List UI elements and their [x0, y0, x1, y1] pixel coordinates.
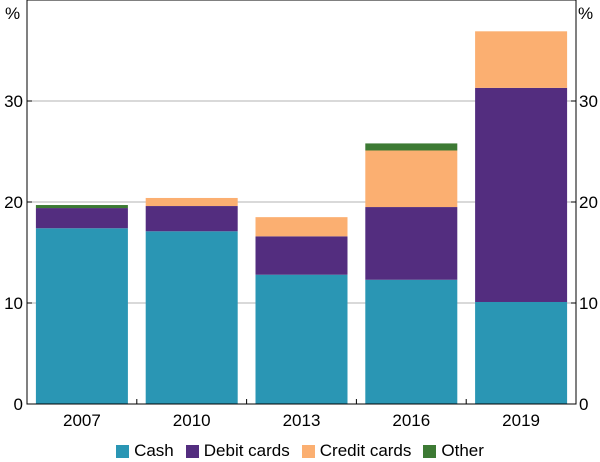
bar-debit-cards-2019 [475, 87, 568, 302]
bar-cash-2010 [145, 231, 238, 404]
y-tick-label-right: 0 [579, 395, 588, 414]
y-unit-right: % [578, 4, 593, 23]
bar-cash-2013 [255, 274, 348, 404]
x-tick-label-2007: 2007 [63, 411, 101, 430]
x-axis: 2007 2010 2013 2016 2019 [63, 399, 540, 430]
bar-credit-cards-2016 [365, 150, 458, 208]
legend-label-other: Other [441, 441, 484, 460]
x-tick-label-2013: 2013 [283, 411, 321, 430]
bar-debit-cards-2007 [35, 208, 128, 229]
x-tick-label-2016: 2016 [392, 411, 430, 430]
y-tick-label-left: 0 [14, 395, 23, 414]
y-tick-label-left: 20 [4, 193, 23, 212]
bars [35, 31, 568, 404]
bar-cash-2016 [365, 279, 458, 404]
legend-swatch-cash [116, 444, 130, 458]
bar-credit-cards-2013 [255, 217, 348, 237]
x-tick-label-2019: 2019 [502, 411, 540, 430]
legend-item-debit-cards: Debit cards [185, 441, 290, 461]
legend-label-credit-cards: Credit cards [319, 441, 412, 460]
bar-other-2007 [35, 205, 128, 209]
legend-item-credit-cards: Credit cards [301, 441, 412, 461]
bar-other-2016 [365, 143, 458, 151]
bar-cash-2007 [35, 228, 128, 404]
bar-credit-cards-2019 [475, 31, 568, 88]
chart: 0 10 20 30 0 10 20 30 2007 2010 2013 2016 2019 % % [4, 0, 598, 430]
y-axis-right: 0 10 20 30 [571, 92, 598, 414]
bar-debit-cards-2016 [365, 207, 458, 280]
y-tick-label-right: 20 [579, 193, 598, 212]
bar-credit-cards-2010 [145, 197, 238, 207]
legend: Cash Debit cards Credit cards Other [0, 441, 600, 461]
legend-item-cash: Cash [116, 441, 174, 461]
legend-swatch-debit-cards [185, 444, 199, 458]
legend-label-debit-cards: Debit cards [203, 441, 290, 460]
legend-swatch-other [423, 444, 437, 458]
y-unit-left: % [5, 4, 20, 23]
y-axis-left: 0 10 20 30 [4, 92, 32, 414]
bar-cash-2019 [475, 301, 568, 404]
y-tick-label-right: 10 [579, 294, 598, 313]
bar-debit-cards-2013 [255, 236, 348, 275]
legend-swatch-credit-cards [301, 444, 315, 458]
y-tick-label-right: 30 [579, 92, 598, 111]
x-tick-label-2010: 2010 [173, 411, 211, 430]
legend-item-other: Other [423, 441, 484, 461]
y-tick-label-left: 10 [4, 294, 23, 313]
legend-label-cash: Cash [134, 441, 174, 460]
y-tick-label-left: 30 [4, 92, 23, 111]
bar-debit-cards-2010 [145, 206, 238, 232]
